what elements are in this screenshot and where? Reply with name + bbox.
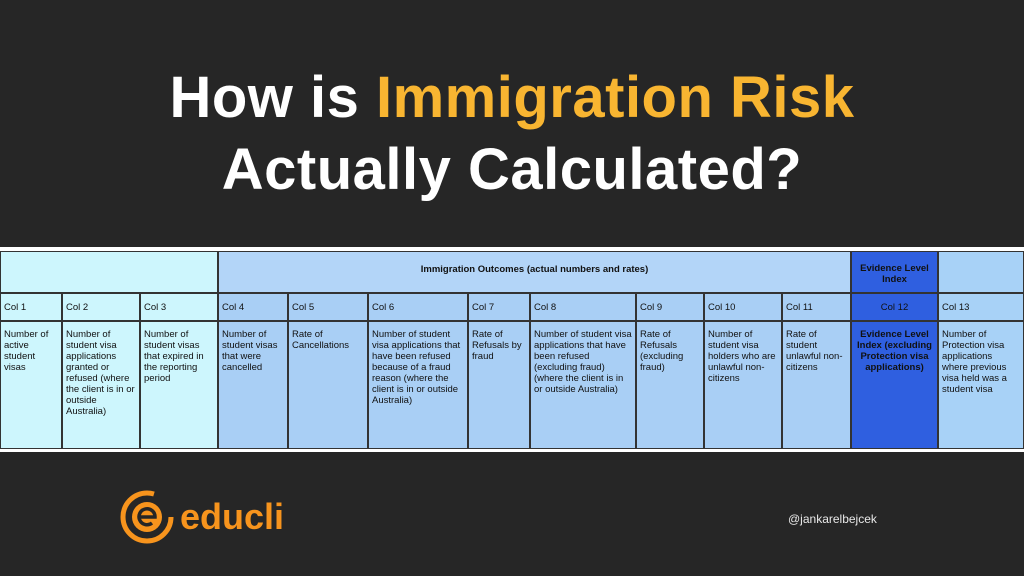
column-description: Number of student visa applications gran…	[62, 321, 140, 449]
column-label: Col 1	[0, 293, 62, 321]
column-description: Rate of Refusals (excluding fraud)	[636, 321, 704, 449]
column-label: Col 12	[851, 293, 938, 321]
logo-icon	[120, 490, 174, 544]
column-description: Number of Protection visa applications w…	[938, 321, 1024, 449]
title-highlight: Immigration Risk	[376, 65, 855, 130]
column-label: Col 4	[218, 293, 288, 321]
column-description: Number of student visas that were cancel…	[218, 321, 288, 449]
brand: educli	[180, 496, 285, 537]
column-label: Col 9	[636, 293, 704, 321]
column-label: Col 6	[368, 293, 468, 321]
column-description: Evidence Level Index (excluding Protecti…	[851, 321, 938, 449]
column-label: Col 5	[288, 293, 368, 321]
column-description: Number of student visa applications that…	[530, 321, 636, 449]
column-label: Col 13	[938, 293, 1024, 321]
column-description: Number of student visas that expired in …	[140, 321, 218, 449]
column-label: Col 7	[468, 293, 530, 321]
column-description: Rate of Cancellations	[288, 321, 368, 449]
column-description: Number of student visa holders who are u…	[704, 321, 782, 449]
column-label: Col 2	[62, 293, 140, 321]
column-label: Col 10	[704, 293, 782, 321]
column-label: Col 8	[530, 293, 636, 321]
column-label: Col 11	[782, 293, 851, 321]
group-header-empty	[0, 251, 218, 293]
group-header: Immigration Outcomes (actual numbers and…	[218, 251, 851, 293]
group-header: Evidence Level Index	[851, 251, 938, 293]
column-description: Rate of student unlawful non-citizens	[782, 321, 851, 449]
title-line-1: How is Immigration Risk	[0, 66, 1024, 130]
column-label: Col 3	[140, 293, 218, 321]
title-prefix: How is	[169, 65, 360, 130]
column-description: Rate of Refusals by fraud	[468, 321, 530, 449]
group-header-empty	[938, 251, 1024, 293]
handle: @jankarelbejcek	[788, 512, 877, 526]
table: Immigration Outcomes (actual numbers and…	[0, 247, 1024, 452]
column-description: Number of active student visas	[0, 321, 62, 449]
column-description: Number of student visa applications that…	[368, 321, 468, 449]
title-line-2: Actually Calculated?	[221, 137, 803, 202]
